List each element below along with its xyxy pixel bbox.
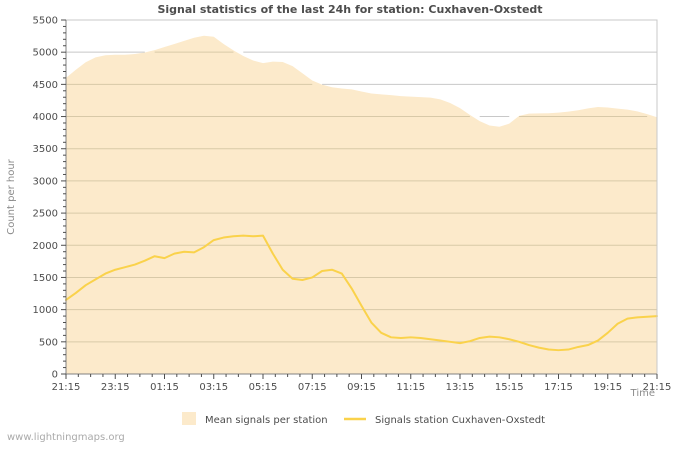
y-axis-tick-label: 4500 xyxy=(33,80,58,91)
x-axis-tick-label: 19:15 xyxy=(593,382,622,393)
y-axis-title: Count per hour xyxy=(6,158,17,234)
y-axis-tick-label: 1500 xyxy=(33,273,58,284)
legend-item: Signals station Cuxhaven-Oxstedt xyxy=(344,415,545,426)
legend-item: Mean signals per station xyxy=(182,412,328,426)
y-axis: 0 500 1000 1500 2000 2500 3000 3500 4000 4500 5000… xyxy=(33,16,67,381)
legend-item-label: Signals station Cuxhaven-Oxstedt xyxy=(375,415,545,426)
x-axis-tick-label: 23:15 xyxy=(101,382,130,393)
legend-area-swatch xyxy=(182,412,196,425)
legend-item-label: Mean signals per station xyxy=(205,415,328,426)
y-axis-tick-label: 5500 xyxy=(33,16,58,27)
chart-title: Signal statistics of the last 24h for st… xyxy=(157,3,543,16)
x-axis-title: Time xyxy=(630,388,655,399)
x-axis-tick-label: 03:15 xyxy=(199,382,228,393)
mean-signals-area-series xyxy=(66,35,657,375)
y-axis-tick-label: 2500 xyxy=(33,209,58,220)
station-signals-line-series xyxy=(65,234,658,352)
x-axis: 21:15 23:15 01:15 03:15 05:15 07:15 09:15 11:15… xyxy=(52,373,672,393)
y-axis-tick-label: 1000 xyxy=(33,305,58,316)
y-axis-tick-label: 4000 xyxy=(33,112,58,123)
site-credit: www.lightningmaps.org xyxy=(7,432,125,443)
x-axis-tick-label: 21:15 xyxy=(643,382,672,393)
x-axis-tick-label: 11:15 xyxy=(396,382,425,393)
x-axis-tick-label: 21:15 xyxy=(52,382,81,393)
y-axis-tick-label: 3500 xyxy=(33,144,58,155)
chart-legend: Mean signals per station Signals station … xyxy=(182,412,545,426)
x-axis-tick-label: 13:15 xyxy=(446,382,475,393)
y-axis-tick-label: 0 xyxy=(52,370,58,381)
x-axis-tick-label: 05:15 xyxy=(249,382,278,393)
y-axis-tick-label: 500 xyxy=(39,337,58,348)
x-axis-tick-label: 17:15 xyxy=(544,382,573,393)
x-axis-tick-label: 07:15 xyxy=(298,382,327,393)
y-axis-tick-label: 5000 xyxy=(33,48,58,59)
x-axis-tick-label: 01:15 xyxy=(150,382,179,393)
y-axis-tick-label: 2000 xyxy=(33,241,58,252)
y-axis-tick-label: 3000 xyxy=(33,176,58,187)
x-axis-tick-label: 15:15 xyxy=(495,382,524,393)
x-axis-tick-label: 09:15 xyxy=(347,382,376,393)
